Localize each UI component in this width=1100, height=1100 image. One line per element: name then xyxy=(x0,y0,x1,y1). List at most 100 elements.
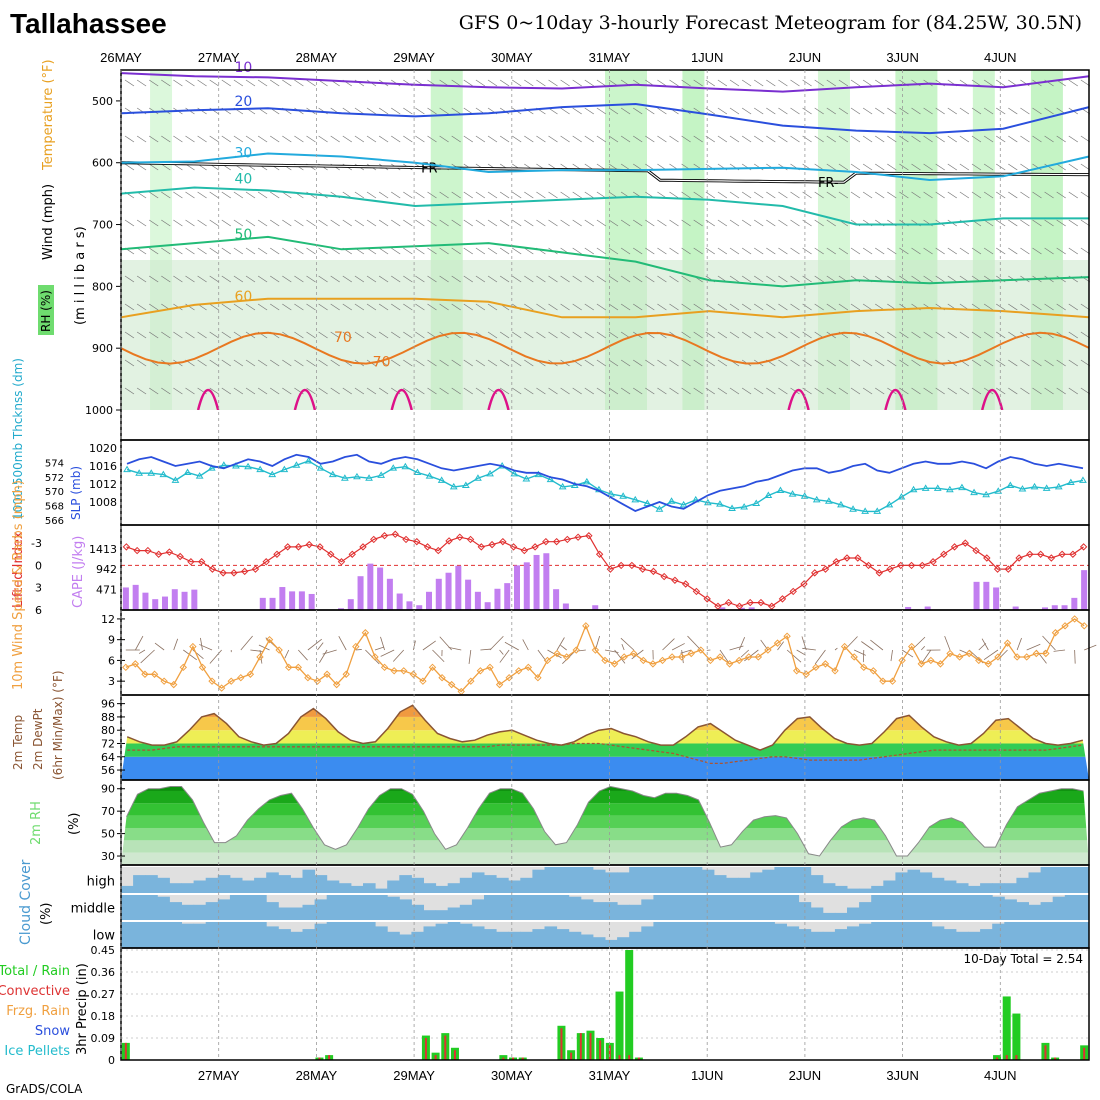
wind-barb xyxy=(1008,135,1018,143)
wind10m-barb xyxy=(499,649,510,663)
wind10m-point xyxy=(256,653,264,661)
ylabel-2m-temp: 2m Temp xyxy=(11,715,25,770)
wind-barb xyxy=(475,247,486,255)
wind-barb xyxy=(741,387,752,395)
wind-barb xyxy=(971,107,982,115)
wind-barb xyxy=(306,387,316,395)
cape-bar xyxy=(484,602,491,610)
wind10m-point xyxy=(1003,639,1012,647)
wind-barb xyxy=(741,331,752,339)
wind-barb xyxy=(850,135,861,143)
lifted-point xyxy=(1069,550,1077,558)
cloud-cell xyxy=(834,912,848,921)
wind-barb xyxy=(790,303,800,311)
wind-barb xyxy=(669,79,679,87)
wind-barb xyxy=(608,247,619,255)
wind-barb xyxy=(548,135,558,143)
wind-barb xyxy=(124,135,135,143)
lifted-point xyxy=(230,569,238,577)
lifted-point xyxy=(531,543,539,551)
wind-barb xyxy=(608,107,619,115)
cape-bar xyxy=(132,584,139,610)
precip-legend-item: Total / Rain xyxy=(0,964,70,979)
wind-barb xyxy=(1068,135,1078,143)
precip-conv-bar xyxy=(124,1042,127,1060)
wind-barb xyxy=(536,303,546,311)
wind-barb xyxy=(923,331,933,339)
lifted-point xyxy=(703,595,711,603)
cloud-cell xyxy=(713,894,727,921)
wind-barb xyxy=(826,135,836,143)
thickness-point xyxy=(474,474,482,481)
wind-barb xyxy=(790,219,800,227)
wind-barb xyxy=(899,359,909,367)
wind-barb xyxy=(826,303,836,311)
wind-barb xyxy=(838,359,849,367)
cape-bar xyxy=(1012,606,1019,610)
wind-barb xyxy=(221,135,231,143)
wind-barb xyxy=(923,163,933,171)
cloud-cell xyxy=(592,902,606,921)
wind10m-point xyxy=(189,642,197,651)
wind-barb xyxy=(681,387,691,395)
wind-barb xyxy=(802,331,812,339)
wind-barb xyxy=(693,191,703,199)
cloud-cell xyxy=(822,931,836,948)
thickness-point xyxy=(256,465,265,473)
lifted-point xyxy=(391,530,399,538)
wind-barb xyxy=(161,275,171,283)
wind-barb xyxy=(197,135,207,143)
thickness-point xyxy=(195,472,204,479)
thickness-point xyxy=(353,472,361,480)
wind10m-point xyxy=(697,646,705,654)
wind-barb xyxy=(439,247,449,255)
cloud-cell xyxy=(326,921,340,948)
wind-barb xyxy=(875,331,885,339)
wind-barb xyxy=(1008,387,1018,395)
thickness-point xyxy=(558,482,567,490)
wind10m-barb xyxy=(173,638,179,651)
cape-bar xyxy=(308,593,315,610)
wind-barb xyxy=(536,79,546,87)
wind-barb xyxy=(657,387,667,395)
date-label-top: 29MAY xyxy=(393,50,435,65)
wind-barb xyxy=(947,107,957,115)
ylabel-cloud-cover: Cloud Cover xyxy=(18,859,34,945)
thickness-point xyxy=(607,490,615,497)
wind-barb xyxy=(306,331,316,339)
cloud-cell xyxy=(290,931,303,948)
wind-barb xyxy=(1020,107,1030,115)
cloud-cell xyxy=(592,937,606,948)
precip-total-bar xyxy=(615,991,624,1060)
thickness-tick-label: 570 xyxy=(45,487,64,498)
cloud-cell xyxy=(605,939,618,948)
wind10m-barb xyxy=(777,641,784,651)
wind-barb xyxy=(862,359,873,367)
wind-barb xyxy=(971,387,982,395)
wind-barb xyxy=(415,303,425,311)
date-label-top: 1JUN xyxy=(691,50,724,65)
isotherm-80-loop xyxy=(293,388,317,411)
wind-barb xyxy=(584,135,594,143)
cloud-cell xyxy=(701,869,715,894)
wind-barb xyxy=(790,331,800,339)
wind-barb xyxy=(173,247,183,255)
cloud-cell xyxy=(399,899,412,921)
wind-barb xyxy=(221,359,231,367)
cape-bar xyxy=(191,589,198,610)
wind-barb xyxy=(560,191,570,199)
cloud-cell xyxy=(665,921,679,948)
wind-barb xyxy=(1068,191,1078,199)
wind10m-barb xyxy=(870,639,884,651)
wind10m-barb xyxy=(317,642,324,651)
wind-barb xyxy=(754,387,764,395)
wind-barb xyxy=(959,163,970,171)
wind-barb xyxy=(439,135,449,143)
wind10m-point xyxy=(898,656,906,665)
lifted-point xyxy=(875,569,883,577)
wind-barb xyxy=(282,247,292,255)
wind-barb xyxy=(499,219,510,227)
wind10m-barb xyxy=(944,635,951,651)
wind10m-point xyxy=(936,660,945,668)
thickness-point xyxy=(655,505,664,512)
